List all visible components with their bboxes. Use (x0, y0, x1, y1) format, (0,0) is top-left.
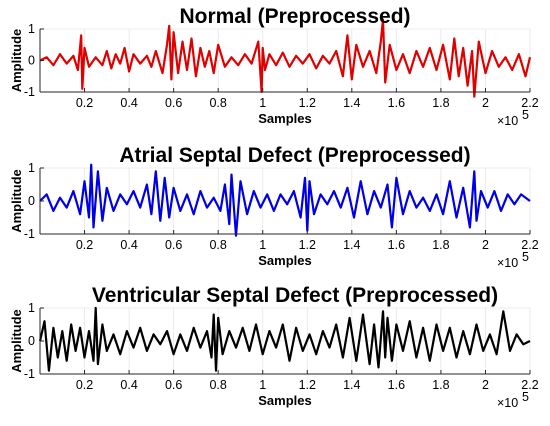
y-tick-label: -1 (24, 367, 35, 381)
y-tick-label: 1 (28, 22, 35, 36)
x-tick-label: 1.4 (343, 378, 360, 392)
x-tick-label: 2.2 (521, 378, 538, 392)
x-tick-label: 0.2 (76, 96, 93, 110)
series-line-asd (39, 163, 531, 237)
x-tick-label: 0.2 (76, 378, 93, 392)
series-line-normal (39, 18, 532, 98)
x-tick-label: 2.2 (521, 238, 538, 252)
x-tick-label: 2.2 (521, 96, 538, 110)
panel-normal: 0.2 0.4 0.6 0.8 1 1.2 1.4 1.6 1.8 2 2.2 -1 0 1 Normal … (9, 5, 539, 128)
x-axis-label: Samples (258, 393, 311, 408)
x-tick-label: 1.6 (388, 238, 405, 252)
x-tick-label: 0.6 (165, 238, 182, 252)
y-tick-label: 0 (28, 194, 35, 208)
x-tick-label: 2 (482, 378, 489, 392)
x-exponent-power: 5 (522, 108, 529, 122)
x-tick-label: 1 (259, 96, 266, 110)
x-exponent-power: 5 (522, 390, 529, 404)
x-tick-label: 1.6 (388, 96, 405, 110)
x-tick-label: 0.2 (76, 238, 93, 252)
x-exponent-label: ×10 (497, 396, 518, 410)
x-tick-label: 0.8 (209, 378, 226, 392)
x-tick-label: 1 (259, 238, 266, 252)
x-tick-label: 1.6 (388, 378, 405, 392)
y-axis-label: Amplitude (9, 29, 24, 93)
x-tick-label: 0.4 (120, 96, 137, 110)
x-tick-label: 1.2 (299, 238, 316, 252)
x-tick-label: 1.2 (299, 378, 316, 392)
y-tick-label: 1 (28, 301, 35, 315)
x-exponent-label: ×10 (497, 114, 518, 128)
x-tick-label: 1.8 (432, 238, 449, 252)
y-tick-label: 1 (28, 161, 35, 175)
x-exponent-power: 5 (522, 250, 529, 264)
y-axis-label: Amplitude (9, 309, 24, 373)
y-tick-label: -1 (24, 227, 35, 241)
x-tick-label: 1 (259, 378, 266, 392)
x-tick-label: 0.8 (209, 96, 226, 110)
x-tick-label: 1.4 (343, 238, 360, 252)
series-line-vsd (38, 306, 531, 372)
x-tick-label: 1.2 (299, 96, 316, 110)
x-tick-label: 2 (482, 238, 489, 252)
x-tick-label: 0.6 (165, 378, 182, 392)
chart-title: Normal (Preprocessed) (179, 5, 410, 28)
x-tick-label: 0.4 (120, 378, 137, 392)
x-tick-label: 0.4 (120, 238, 137, 252)
x-axis-label: Samples (258, 111, 311, 126)
y-axis-label: Amplitude (9, 169, 24, 233)
x-tick-label: 1.4 (343, 96, 360, 110)
y-tick-label: -1 (24, 85, 35, 99)
chart-title: Ventricular Septal Defect (Preprocessed) (92, 284, 498, 307)
x-tick-label: 0.6 (165, 96, 182, 110)
x-exponent-label: ×10 (497, 256, 518, 270)
x-tick-label: 2 (482, 96, 489, 110)
x-tick-label: 0.8 (209, 238, 226, 252)
x-tick-label: 1.8 (432, 96, 449, 110)
x-tick-label: 1.8 (432, 378, 449, 392)
y-tick-label: 0 (28, 54, 35, 68)
chart-title: Atrial Septal Defect (Preprocessed) (119, 144, 470, 167)
panel-vsd: 0.2 0.4 0.6 0.8 1 1.2 1.4 1.6 1.8 2 2.2 -1 0 1 Ventric… (9, 284, 539, 410)
panel-asd: 0.2 0.4 0.6 0.8 1 1.2 1.4 1.6 1.8 2 2.2 -1 0 1 Atrial … (9, 144, 539, 270)
y-tick-label: 0 (28, 334, 35, 348)
x-axis-label: Samples (258, 253, 311, 268)
